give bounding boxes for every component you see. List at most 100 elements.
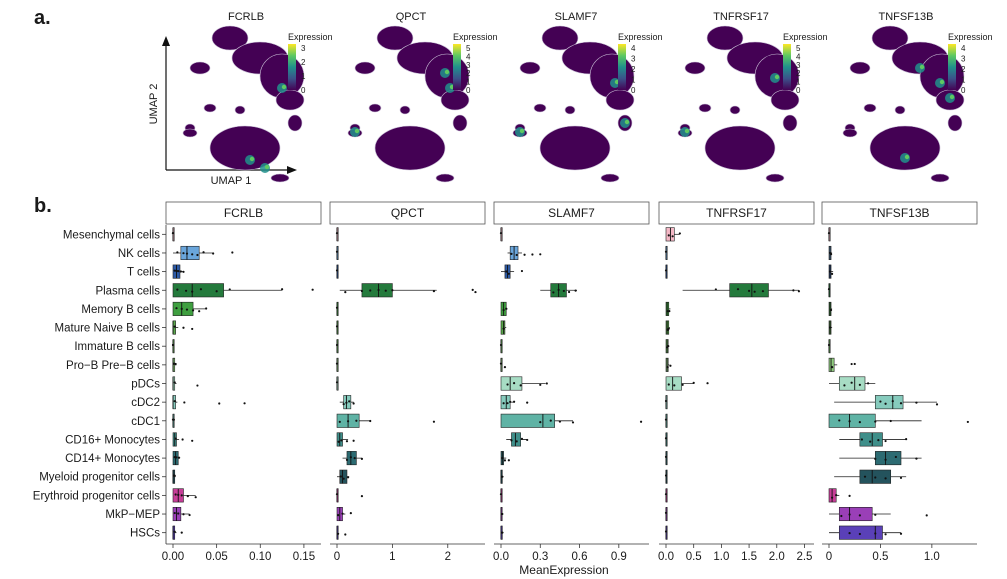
box bbox=[664, 432, 668, 447]
x-tick-label: 0.6 bbox=[572, 551, 588, 563]
data-point bbox=[243, 402, 246, 405]
data-point bbox=[519, 384, 522, 387]
umap-hotspot-core bbox=[444, 69, 450, 75]
data-point bbox=[667, 344, 670, 348]
facet-strip bbox=[329, 201, 486, 225]
umap-title: SLAMF7 bbox=[555, 11, 598, 23]
panel-b-label: b. bbox=[34, 195, 52, 217]
box bbox=[664, 451, 668, 466]
data-point bbox=[171, 232, 175, 235]
data-point bbox=[499, 343, 503, 347]
box bbox=[501, 264, 524, 279]
data-point bbox=[280, 288, 284, 291]
box bbox=[500, 451, 510, 466]
data-point bbox=[966, 420, 969, 424]
data-point bbox=[338, 420, 341, 423]
box bbox=[339, 283, 477, 298]
box bbox=[500, 525, 504, 540]
box-body bbox=[874, 395, 904, 410]
umap-cluster bbox=[863, 103, 877, 113]
data-point bbox=[346, 420, 350, 423]
colorbar-tick: 5 bbox=[796, 44, 801, 53]
data-point bbox=[747, 289, 751, 292]
category-label: Mesenchymal cells bbox=[63, 229, 160, 241]
colorbar-tick: 4 bbox=[961, 44, 966, 53]
colorbar-tick: 1 bbox=[796, 78, 801, 87]
data-point bbox=[173, 511, 176, 515]
box-body bbox=[500, 320, 506, 335]
data-point bbox=[345, 401, 348, 404]
colorbar-tick: 2 bbox=[301, 58, 306, 67]
data-point bbox=[884, 458, 887, 461]
box bbox=[828, 488, 851, 503]
data-point bbox=[520, 269, 524, 273]
x-tick-label: 0.10 bbox=[249, 551, 271, 563]
data-point bbox=[664, 511, 668, 514]
data-point bbox=[505, 307, 508, 310]
data-point bbox=[337, 440, 340, 443]
data-point bbox=[335, 306, 339, 309]
data-point bbox=[840, 514, 843, 518]
umap-cluster bbox=[189, 61, 211, 75]
umap-y-label: UMAP 2 bbox=[148, 84, 160, 125]
data-point bbox=[360, 289, 364, 293]
data-point bbox=[894, 455, 897, 459]
colorbar-tick: 4 bbox=[796, 52, 801, 61]
box bbox=[828, 264, 834, 279]
data-point bbox=[761, 290, 765, 293]
data-point bbox=[173, 269, 176, 272]
box bbox=[828, 357, 856, 372]
data-point bbox=[173, 400, 176, 403]
data-point bbox=[899, 402, 903, 405]
data-point bbox=[194, 496, 197, 499]
data-point bbox=[667, 327, 670, 330]
box-body bbox=[838, 525, 883, 540]
umap-title: TNFRSF17 bbox=[713, 11, 769, 23]
box-body bbox=[361, 283, 393, 298]
data-point bbox=[191, 439, 194, 442]
data-point bbox=[571, 421, 575, 424]
umap-cluster bbox=[706, 25, 744, 51]
data-point bbox=[869, 440, 872, 443]
data-point bbox=[311, 288, 314, 291]
box bbox=[828, 320, 833, 335]
data-point bbox=[681, 383, 684, 386]
legend-title: Expression bbox=[453, 32, 498, 42]
data-point bbox=[178, 456, 181, 459]
category-label: CD16+ Monocytes bbox=[65, 434, 160, 446]
umap-title: FCRLB bbox=[228, 11, 264, 23]
data-point bbox=[891, 400, 894, 403]
box bbox=[664, 469, 668, 484]
data-point bbox=[391, 289, 394, 292]
data-point bbox=[502, 308, 505, 312]
box bbox=[664, 264, 668, 279]
x-tick-label: 0.0 bbox=[658, 551, 674, 563]
colorbar-tick: 2 bbox=[466, 69, 471, 78]
data-point bbox=[830, 272, 834, 276]
data-point bbox=[335, 325, 339, 328]
data-point bbox=[848, 420, 851, 423]
data-point bbox=[574, 289, 577, 292]
data-point bbox=[342, 403, 345, 406]
data-point bbox=[853, 362, 856, 366]
data-point bbox=[175, 456, 178, 459]
data-point bbox=[539, 421, 542, 424]
facet-fcrlb: FCRLB 0.00 0.05 0.10 0.15 bbox=[162, 201, 322, 563]
data-point bbox=[186, 495, 189, 498]
box bbox=[335, 320, 339, 335]
umap-cluster bbox=[287, 114, 303, 132]
umap-title: TNFSF13B bbox=[878, 11, 933, 23]
box-body bbox=[859, 432, 883, 447]
colorbar-tick: 4 bbox=[466, 52, 471, 61]
box bbox=[173, 245, 234, 260]
data-point bbox=[520, 437, 524, 440]
data-point bbox=[185, 308, 189, 311]
data-point bbox=[501, 512, 504, 516]
x-tick-label: 0.5 bbox=[872, 551, 888, 563]
box bbox=[336, 413, 436, 428]
box bbox=[172, 451, 181, 466]
umap-cluster bbox=[770, 89, 800, 111]
umap-cluster bbox=[209, 125, 281, 171]
colorbar-tick: 3 bbox=[631, 55, 636, 64]
data-point bbox=[668, 309, 671, 313]
